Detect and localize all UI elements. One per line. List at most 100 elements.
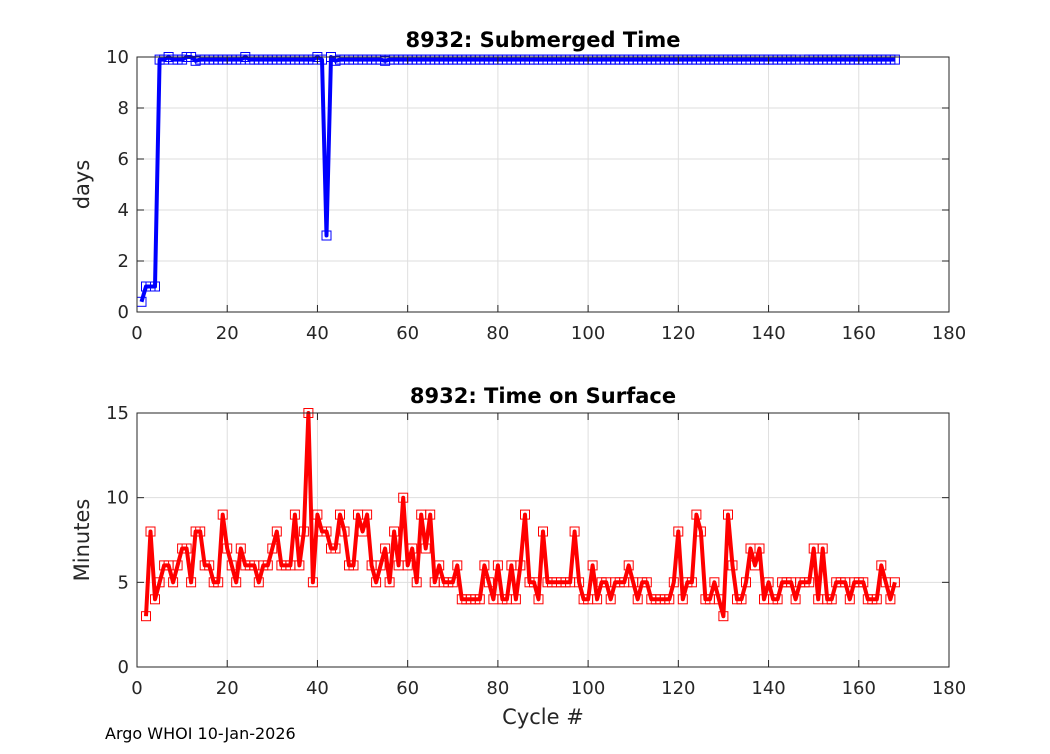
data-point [538,526,548,537]
y-tick-label: 10 [106,488,129,509]
data-point [271,526,282,537]
data-point [479,560,490,571]
x-tick-label: 180 [932,323,966,344]
data-point [267,543,278,554]
data-point [181,543,192,554]
x-tick-label: 20 [216,323,239,344]
data-point [772,594,783,605]
data-point [871,594,882,605]
data-point [754,543,765,554]
data-point [186,577,197,588]
data-point [632,594,643,605]
data-point [718,611,729,622]
data-point [605,594,616,605]
data-point [298,526,309,537]
data-point [407,543,418,554]
data-point [691,509,702,520]
surface-time-chart: 0 20 40 60 80 100 120 140 160 180 0 5 10 15 8932: Time… [70,384,966,729]
data-point [844,594,855,605]
y-axis-label: days [70,160,94,210]
data-point [664,594,675,605]
data-point [145,526,156,537]
y-tick-label: 10 [106,47,129,68]
data-point [420,543,431,554]
data-point [741,577,751,588]
data-point [510,594,521,605]
data-point [348,560,359,571]
data-point [686,577,697,588]
data-point [307,577,318,588]
data-point [641,577,652,588]
x-tick-label: 0 [131,678,142,699]
data-point [529,577,539,588]
submerged-time-chart: 0 20 40 60 80 100 120 140 160 180 0 2 4 6 8 10 8932: Sub… [70,28,966,344]
data-point [168,577,179,588]
series-line [144,411,897,619]
data-point [362,509,373,520]
y-tick-label: 2 [118,251,129,272]
data-point [592,594,603,605]
data-point [172,560,183,571]
x-tick-label: 80 [486,678,509,699]
data-point [253,577,264,588]
x-tick-label: 20 [216,678,239,699]
data-point [154,577,165,588]
x-tick-label: 120 [661,323,695,344]
x-tick-label: 0 [131,323,142,344]
y-tick-label: 8 [118,98,129,119]
data-point [141,611,151,622]
data-point [574,577,585,588]
data-point [452,560,463,571]
data-point [217,509,228,520]
data-point [515,560,526,571]
data-point [380,543,391,554]
x-tick-label: 100 [571,323,605,344]
data-point [668,577,679,588]
data-point [384,577,395,588]
data-point [231,577,242,588]
data-point [447,577,458,588]
data-point [736,594,747,605]
data-point [713,594,724,605]
data-point [321,230,332,241]
data-point [195,526,206,537]
y-tick-label: 15 [106,403,129,424]
plot-area [137,57,949,312]
data-point [826,594,837,605]
y-tick-label: 6 [118,149,129,170]
data-point [790,594,801,605]
data-point [357,526,368,537]
data-point [235,543,246,554]
data-point [533,594,544,605]
data-point [434,560,445,571]
y-tick-label: 5 [118,572,129,593]
chart-title: 8932: Time on Surface [410,384,676,408]
data-point [226,560,237,571]
data-point [483,577,494,588]
x-tick-label: 60 [396,678,419,699]
chart-title: 8932: Submerged Time [405,28,680,52]
x-tick-label: 100 [571,678,605,699]
y-tick-label: 4 [118,200,129,221]
y-axis-label: Minutes [70,499,94,582]
y-tick-label: 0 [118,657,129,678]
data-point [262,560,273,571]
y-tick-label: 0 [118,302,129,323]
data-point [222,543,233,554]
x-tick-label: 140 [751,323,785,344]
data-point [335,509,345,520]
x-tick-label: 160 [842,678,876,699]
data-point [876,560,887,571]
data-point [150,281,160,292]
data-point [677,594,688,605]
data-point [695,526,706,537]
data-point [425,509,436,520]
data-point [375,560,386,571]
data-point [587,560,598,571]
data-point [150,594,160,605]
data-point [817,543,828,554]
data-point [330,543,341,554]
data-point [750,560,760,571]
data-point [889,54,900,65]
